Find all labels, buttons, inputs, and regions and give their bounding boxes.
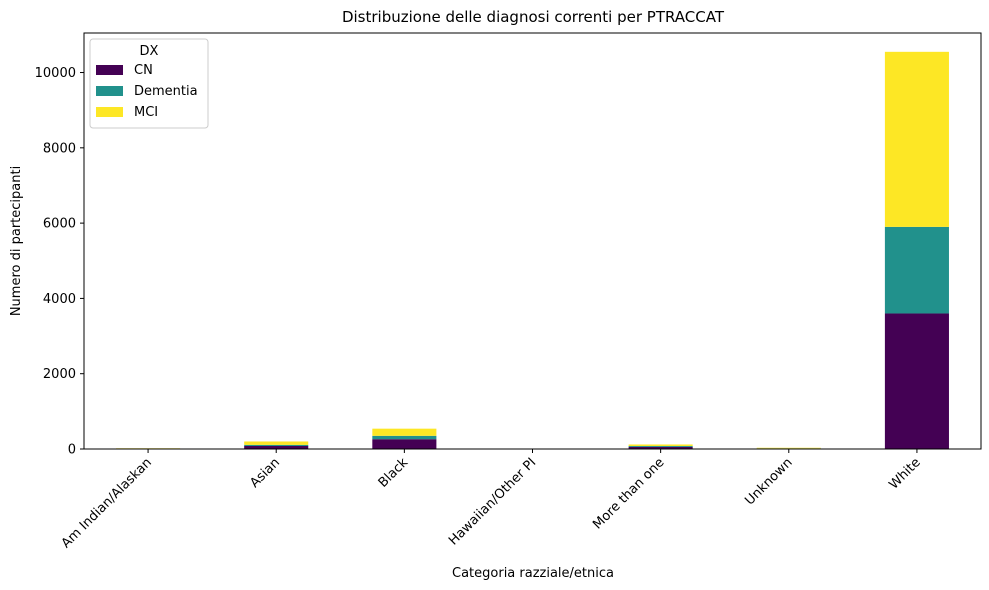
bar-cn-6 [884, 313, 949, 449]
x-tick-label-5: Unknown [742, 455, 795, 508]
y-axis-label: Numero di partecipanti [9, 166, 24, 316]
bar-cn-4 [628, 446, 693, 449]
bar-dementia-4 [628, 445, 693, 447]
legend-swatch-mci [96, 107, 123, 117]
y-tick-label-5: 10000 [35, 66, 76, 81]
bar-mci-4 [628, 444, 693, 446]
chart-title: Distribuzione delle diagnosi correnti pe… [342, 8, 725, 26]
legend-swatch-cn [96, 65, 123, 75]
y-tick-label-0: 0 [68, 443, 76, 458]
legend-title: DX [140, 44, 159, 59]
x-tick-label-3: Hawaiian/Other PI [446, 455, 539, 548]
legend-label-dementia: Dementia [134, 84, 198, 99]
x-tick-label-1: Asian [247, 455, 283, 491]
legend-swatch-dementia [96, 86, 123, 96]
y-tick-label-3: 6000 [43, 217, 76, 232]
x-tick-label-6: White [886, 455, 923, 492]
legend-label-cn: CN [134, 63, 153, 78]
bar-dementia-1 [244, 444, 309, 446]
y-tick-label-1: 2000 [43, 367, 76, 382]
bar-cn-2 [372, 439, 437, 449]
bar-dementia-6 [884, 226, 949, 314]
x-tick-label-4: More than one [590, 455, 667, 532]
x-tick-label-0: Am Indian/Alaskan [59, 455, 155, 551]
bar-mci-2 [372, 428, 437, 436]
bar-cn-1 [244, 445, 309, 449]
y-tick-label-4: 8000 [43, 141, 76, 156]
bar-mci-1 [244, 441, 309, 445]
legend: DX CN Dementia MCI [89, 38, 209, 129]
axes-frame [83, 32, 982, 450]
bar-dementia-2 [372, 435, 437, 440]
bar-mci-6 [884, 51, 949, 227]
x-axis-label: Categoria razziale/etnica [452, 566, 614, 581]
x-tick-label-2: Black [376, 455, 412, 491]
y-tick-label-2: 4000 [43, 292, 76, 307]
bar-mci-5 [756, 447, 821, 449]
legend-frame [89, 38, 209, 129]
legend-label-mci: MCI [134, 105, 158, 120]
